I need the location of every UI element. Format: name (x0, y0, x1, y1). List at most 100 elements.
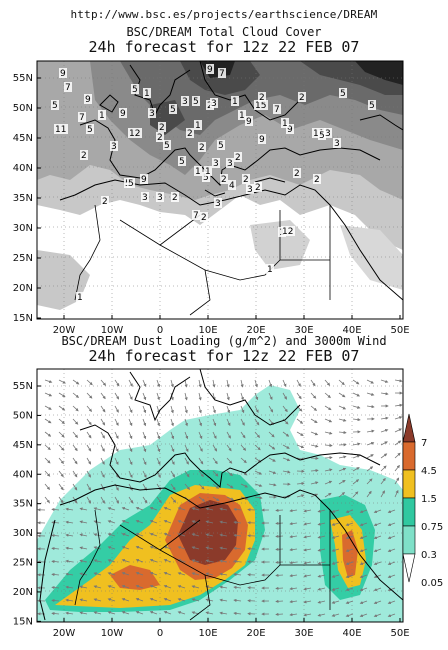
wind-arrow (205, 546, 214, 550)
contour-label: 5 (179, 157, 185, 167)
contour-label: 3 (149, 109, 155, 119)
wind-arrow (72, 483, 78, 491)
wind-arrow (44, 444, 51, 451)
wind-arrow (240, 379, 244, 388)
wind-arrow (149, 532, 158, 537)
wind-arrow (345, 548, 354, 552)
lat-label: 30N (13, 528, 33, 539)
wind-arrow (310, 418, 318, 424)
wind-arrow (324, 456, 333, 460)
wind-arrow (254, 392, 259, 401)
wind-arrow (170, 496, 177, 503)
wind-arrow (205, 611, 214, 615)
wind-arrow (184, 431, 189, 440)
wind-arrow (107, 520, 116, 524)
lon-label: 50E (390, 628, 409, 639)
wind-arrow (135, 558, 144, 563)
wind-arrow (107, 533, 116, 537)
wind-arrow (142, 392, 147, 401)
wind-arrow (373, 587, 382, 592)
wind-arrow (86, 483, 91, 491)
lat-label: 25N (13, 558, 33, 569)
wind-arrow (79, 507, 88, 511)
wind-arrow (184, 379, 188, 388)
wind-arrow (331, 509, 340, 513)
wind-arrow (191, 598, 200, 602)
wind-arrow (44, 405, 52, 410)
wind-arrow (310, 444, 319, 448)
wind-arrow (331, 522, 340, 526)
wind-arrow (44, 457, 51, 464)
wind-arrow (128, 470, 133, 479)
contour-label: 2 (235, 153, 241, 163)
wind-arrow (163, 610, 172, 615)
wind-arrow (233, 533, 242, 538)
wind-arrow (65, 598, 74, 602)
wind-arrow (331, 600, 340, 604)
wind-arrow (289, 561, 298, 565)
contour-label: 1 (144, 89, 150, 99)
wind-arrow (198, 392, 202, 401)
wind-arrow (380, 379, 389, 383)
wind-arrow (114, 379, 120, 387)
contour-label: 5 (52, 101, 58, 111)
wind-arrow (240, 431, 246, 439)
wind-arrow (58, 431, 65, 438)
wind-arrow (387, 600, 396, 605)
wind-arrow (226, 444, 232, 452)
contour-label: 2 (172, 193, 178, 203)
wind-arrow (79, 611, 88, 615)
wind-arrow (226, 496, 235, 501)
wind-arrow (58, 444, 65, 451)
wind-arrow (184, 405, 188, 414)
wind-arrow (212, 483, 220, 489)
dust-panel-title: BSC/DREAM Dust Loading (g/m^2) and 3000m… (61, 334, 387, 348)
source-url[interactable]: http://www.bsc.es/projects/earthscience/… (70, 8, 378, 21)
wind-arrow (310, 379, 316, 387)
wind-arrow (58, 470, 64, 478)
wind-arrow (114, 392, 120, 400)
wind-arrow (184, 418, 188, 427)
wind-arrow (212, 379, 216, 388)
wind-arrow (345, 522, 354, 526)
wind-arrow (296, 418, 304, 424)
dust-axes: 55N 50N 45N 40N 35N 30N 25N 20N 15N 20W 10W 0 10E 20… (13, 381, 410, 639)
contour-label: 9 (207, 65, 213, 75)
wind-arrow (373, 561, 382, 566)
wind-arrow (100, 405, 106, 413)
wind-arrow (289, 548, 298, 552)
wind-arrow (394, 428, 402, 433)
wind-arrow (359, 613, 368, 618)
wind-arrow (373, 613, 382, 618)
wind-arrow (93, 520, 102, 524)
dust-layer-1.5b (110, 565, 160, 590)
wind-arrow (205, 572, 214, 576)
wind-arrow (184, 457, 189, 465)
wind-arrow (121, 597, 130, 602)
legend-swatch (402, 525, 416, 555)
wind-arrow (240, 444, 247, 451)
wind-arrow (359, 535, 368, 540)
wind-arrow (177, 520, 186, 524)
contour-label: 3 (213, 159, 219, 169)
wind-arrow (100, 392, 106, 400)
wind-arrow (268, 431, 275, 438)
wind-arrow (121, 506, 130, 511)
wind-arrow (177, 533, 186, 537)
wind-arrow (121, 610, 130, 615)
contour-label: 9 (259, 135, 265, 145)
wind-arrow (268, 379, 273, 388)
wind-arrow (254, 496, 263, 500)
contour-label: 3 (227, 159, 233, 169)
wind-arrow (72, 431, 78, 439)
wind-arrow (72, 457, 78, 465)
wind-arrow (331, 535, 340, 539)
wind-arrow (303, 613, 312, 617)
wind-arrow (338, 492, 346, 498)
wind-arrow (72, 470, 78, 478)
legend-swatch (402, 413, 416, 443)
wind-arrow (387, 613, 396, 618)
wind-arrow (212, 405, 216, 414)
dust-coastlines (39, 369, 403, 621)
wind-arrow (352, 491, 359, 498)
